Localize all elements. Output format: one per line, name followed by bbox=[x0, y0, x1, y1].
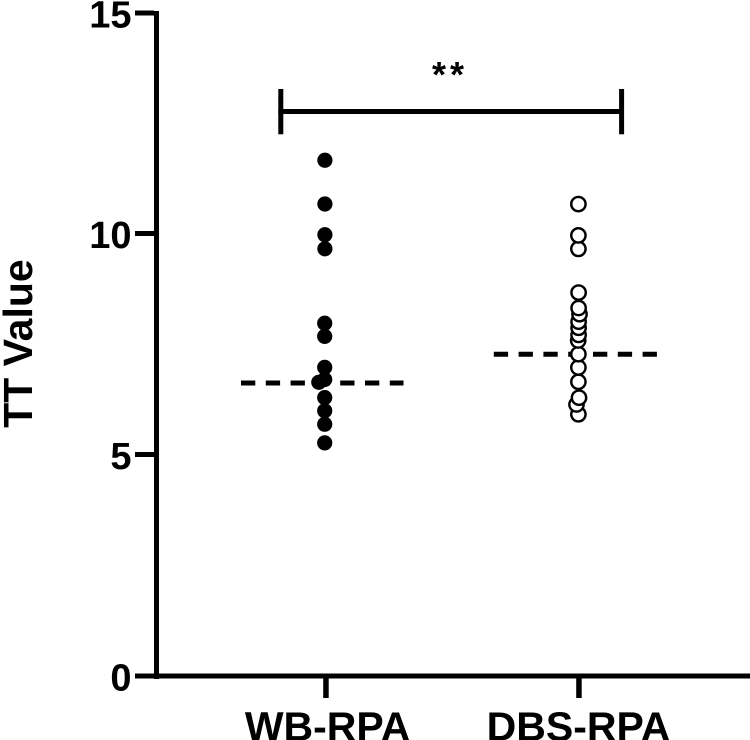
svg-text:0: 0 bbox=[110, 658, 131, 700]
svg-text:**: ** bbox=[432, 54, 468, 95]
svg-text:DBS-RPA: DBS-RPA bbox=[487, 703, 671, 740]
svg-text:TT Value: TT Value bbox=[0, 259, 41, 428]
svg-text:15: 15 bbox=[89, 0, 131, 37]
svg-text:WB-RPA: WB-RPA bbox=[245, 703, 410, 740]
svg-text:5: 5 bbox=[110, 436, 131, 478]
svg-text:10: 10 bbox=[89, 215, 131, 257]
